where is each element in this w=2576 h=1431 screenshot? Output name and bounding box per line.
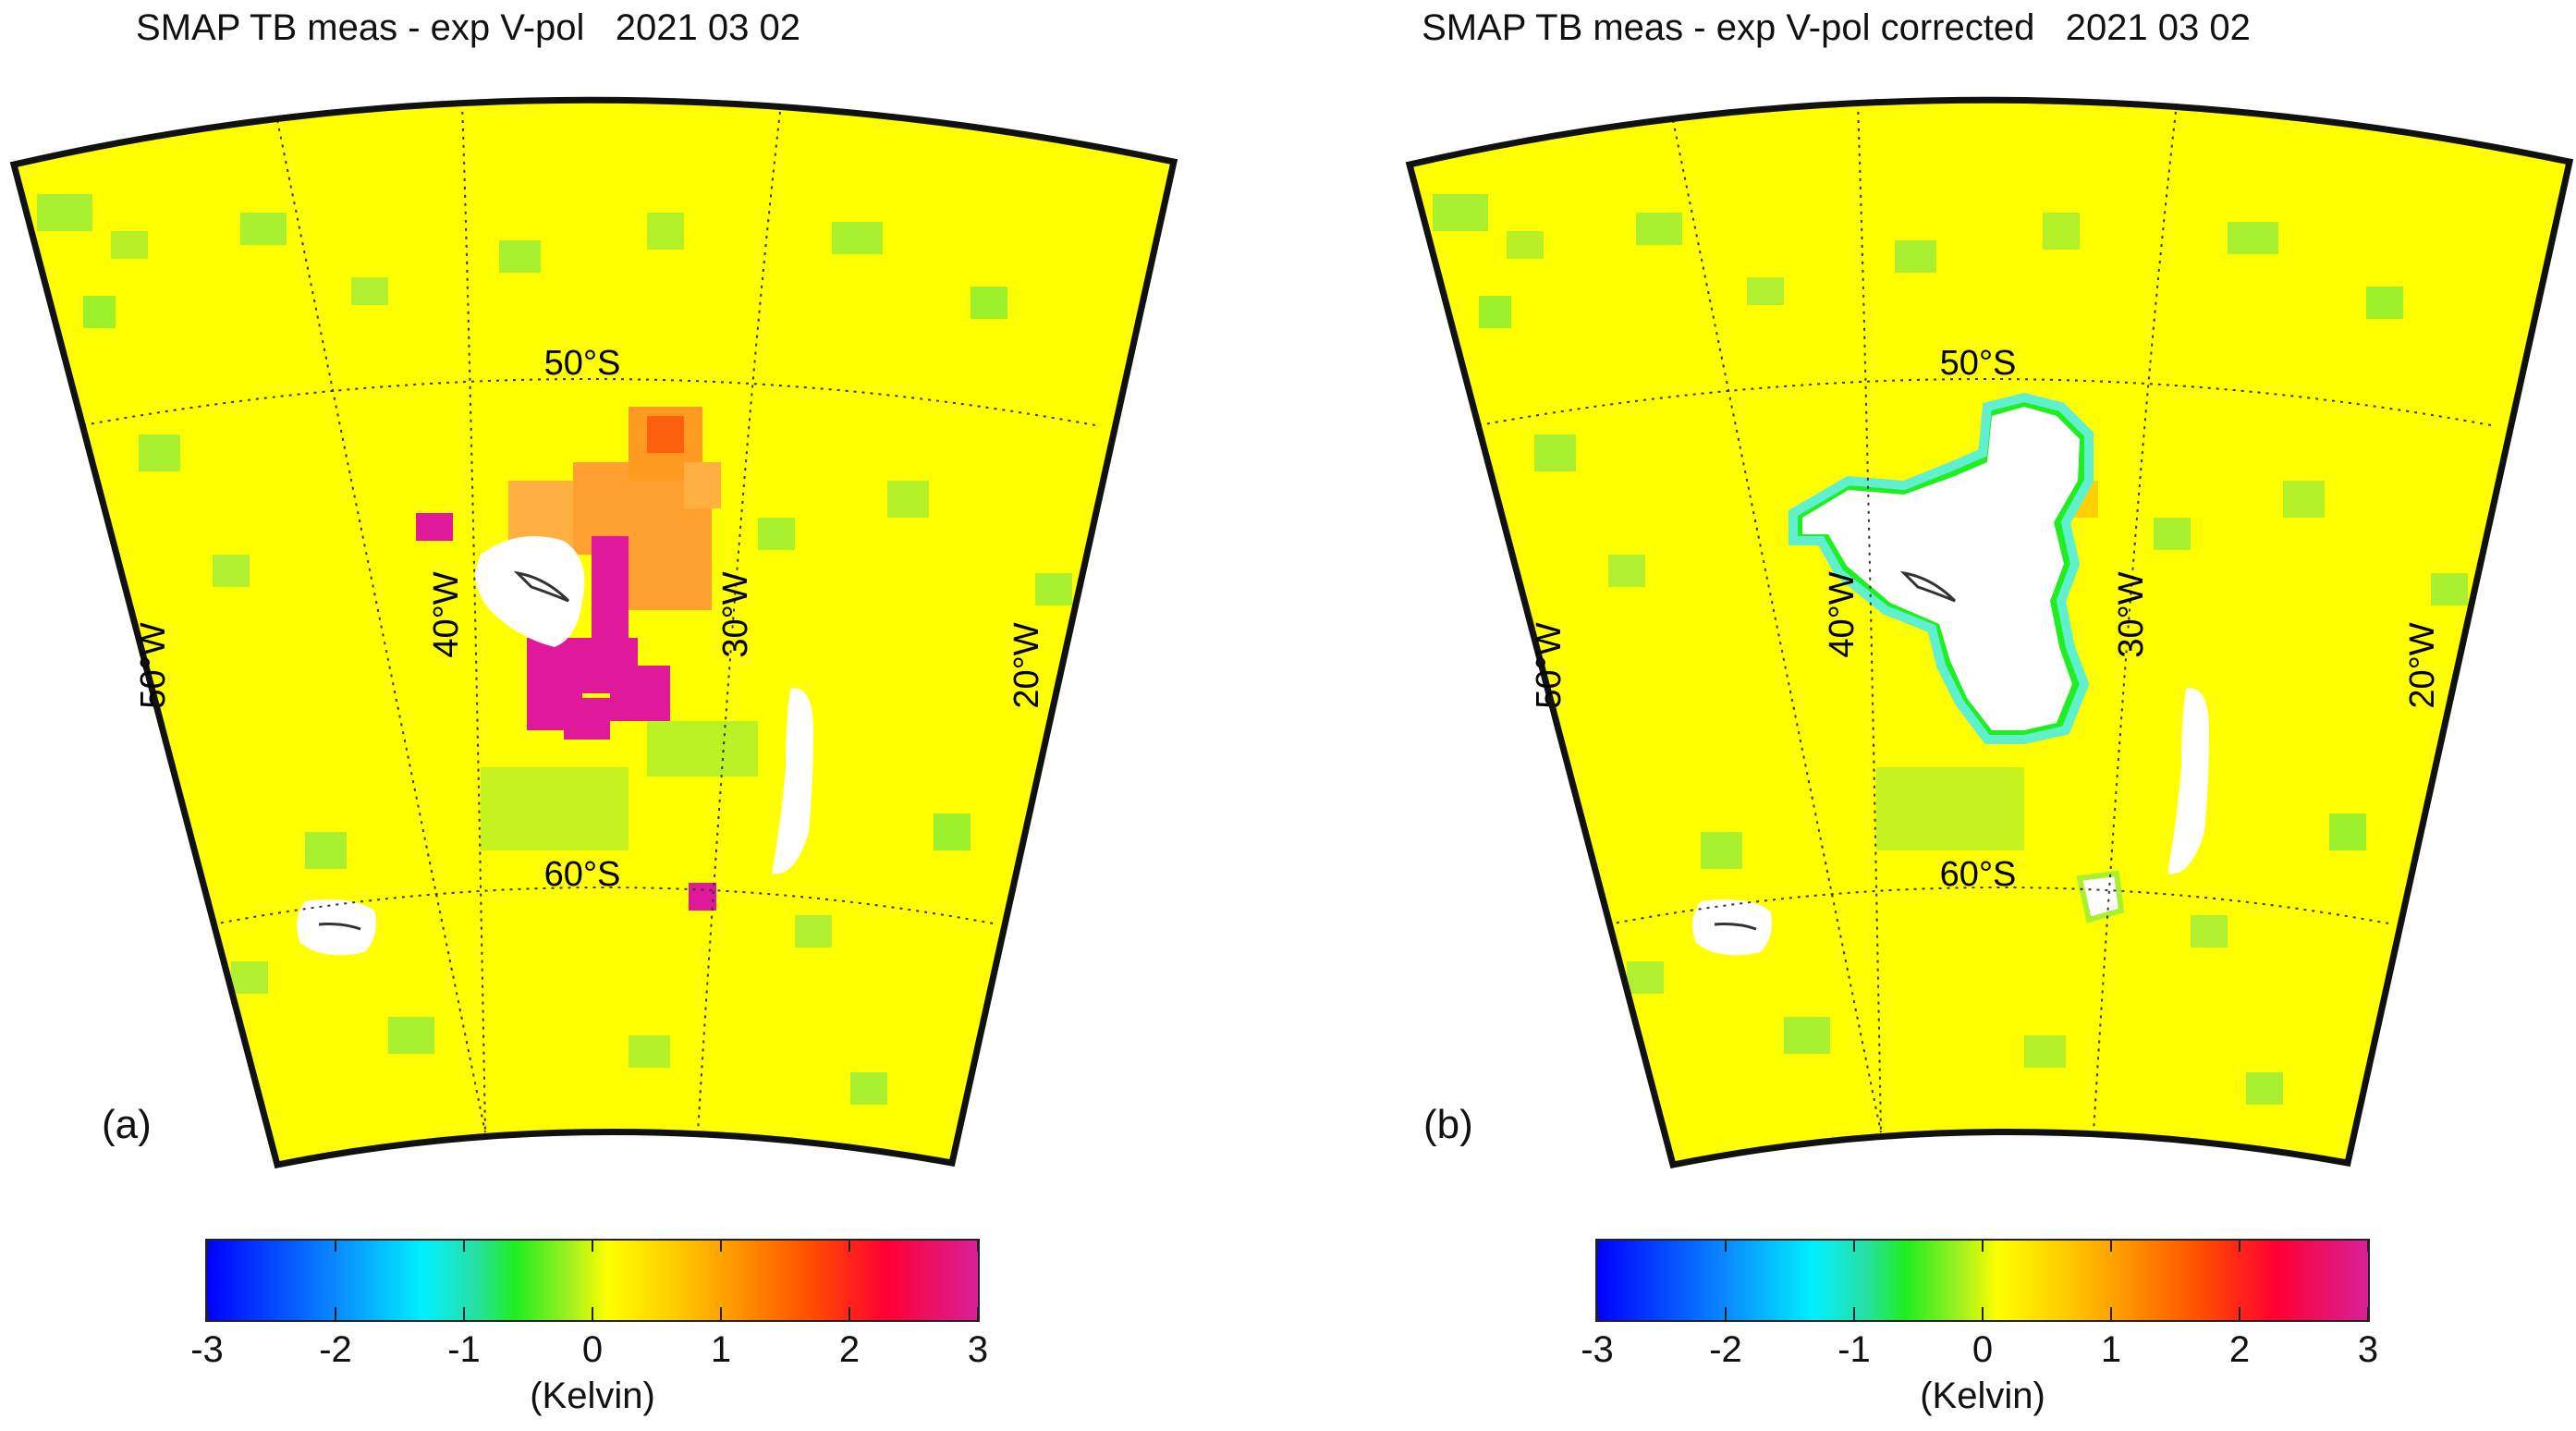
- map-sector-b: 50°S 60°S 50°W 40°W 30°W 20°W: [1405, 96, 2574, 1169]
- colorbar-tick-label: -3: [1581, 1329, 1614, 1370]
- colorbar-tick-label: 0: [1972, 1329, 1994, 1370]
- colorbar-tick-label: 1: [2100, 1329, 2122, 1370]
- panel-title: SMAP TB meas - exp V-pol corrected 2021 …: [1422, 7, 2251, 48]
- colorbar-tick-label: 0: [581, 1329, 604, 1370]
- lon-label-20w: 20°W: [2403, 622, 2442, 708]
- colorbar-tick-label: 2: [2228, 1329, 2251, 1370]
- colorbar-tick-label: -1: [447, 1329, 481, 1370]
- colorbar-ticks: [206, 1241, 979, 1320]
- map-outline: [9, 96, 1178, 1169]
- colorbar-tick-label: -2: [319, 1329, 352, 1370]
- colorbar-tick-label: -2: [1709, 1329, 1742, 1370]
- panel-b: SMAP TB meas - exp V-pol corrected 2021 …: [1386, 0, 2576, 1431]
- map-outline: [1405, 96, 2574, 1169]
- map-sector-a: 50°S 60°S 50°W 40°W 30°W 20°W: [9, 96, 1178, 1169]
- lon-label-50w: 50°W: [1530, 622, 1569, 708]
- graticule: [82, 103, 1096, 1133]
- colorbar-unit: (Kelvin): [1920, 1376, 2045, 1416]
- colorbar-ticks: [1596, 1241, 2369, 1320]
- lat-label-50s: 50°S: [544, 344, 621, 383]
- lon-label-30w: 30°W: [2112, 571, 2151, 657]
- colorbar-tick-label: 1: [710, 1329, 732, 1370]
- panel-title: SMAP TB meas - exp V-pol 2021 03 02: [136, 7, 800, 48]
- colorbar-tick-label: -1: [1837, 1329, 1871, 1370]
- graticule: [1478, 103, 2492, 1133]
- lon-label-30w: 30°W: [716, 571, 755, 657]
- lat-label-60s: 60°S: [1940, 855, 2017, 894]
- masked-land: [297, 536, 813, 956]
- colorbar-unit: (Kelvin): [530, 1376, 655, 1416]
- anomaly-patch: [416, 407, 721, 911]
- lon-label-20w: 20°W: [1007, 622, 1046, 708]
- panel-label: (a): [102, 1102, 152, 1147]
- lat-label-60s: 60°S: [544, 855, 621, 894]
- corrected-region: [1692, 392, 2209, 956]
- colorbar-tick-label: 3: [967, 1329, 989, 1370]
- colorbar-tick-label: -3: [190, 1329, 224, 1370]
- lon-label-50w: 50°W: [134, 622, 173, 708]
- lat-label-50s: 50°S: [1940, 344, 2017, 383]
- noise-cells: [37, 194, 1072, 1105]
- lon-label-40w: 40°W: [427, 571, 466, 657]
- colorbar-tick-label: 2: [838, 1329, 861, 1370]
- panel-label: (b): [1423, 1102, 1473, 1147]
- lon-label-40w: 40°W: [1823, 571, 1862, 657]
- panel-a: SMAP TB meas - exp V-pol 2021 03 02: [9, 7, 1178, 1416]
- colorbar-tick-label: 3: [2357, 1329, 2379, 1370]
